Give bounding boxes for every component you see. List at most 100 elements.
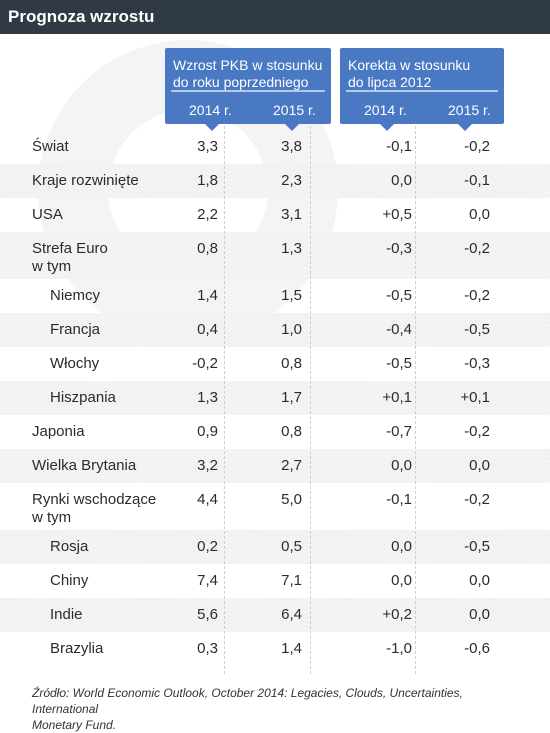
table-value: -0,7 xyxy=(386,423,412,440)
table-value: -0,1 xyxy=(464,172,490,189)
table-value: -0,2 xyxy=(192,355,218,372)
table-value: -0,6 xyxy=(464,640,490,657)
row-label: Kraje rozwinięte xyxy=(32,172,139,189)
row-label: Hiszpania xyxy=(50,389,116,406)
table-value: 1,0 xyxy=(281,321,302,338)
table-value: +0,2 xyxy=(382,606,412,623)
table-value: 0,3 xyxy=(197,640,218,657)
row-label: USA xyxy=(32,206,63,223)
table-value: 1,4 xyxy=(197,287,218,304)
header-corr-2014: 2014 r. xyxy=(364,102,407,118)
header-gdp-line1: Wzrost PKB w stosunku xyxy=(173,57,323,73)
table-value: -0,5 xyxy=(386,355,412,372)
header-gdp-2014: 2014 r. xyxy=(189,102,232,118)
header-corr-line1: Korekta w stosunku xyxy=(348,57,471,73)
row-label: Świat xyxy=(32,138,69,155)
table-value: 3,3 xyxy=(197,138,218,155)
table-value: +0,1 xyxy=(460,389,490,406)
header-corr-2015: 2015 r. xyxy=(448,102,491,118)
header-gdp-line2: do roku poprzedniego xyxy=(173,74,309,90)
row-label: Wielka Brytania xyxy=(32,457,137,474)
table-value: 0,8 xyxy=(197,240,218,257)
table-value: -0,2 xyxy=(464,240,490,257)
header-gdp-2015: 2015 r. xyxy=(273,102,316,118)
table-value: 1,8 xyxy=(197,172,218,189)
table-row: Rosja 0,2 0,5 0,0 -0,5 xyxy=(0,530,550,564)
table-value: 0,9 xyxy=(197,423,218,440)
row-label: Niemcy xyxy=(50,287,101,304)
table-row: Hiszpania 1,3 1,7 +0,1 +0,1 xyxy=(0,381,550,415)
table-value: 5,0 xyxy=(281,491,302,508)
table-value: -0,2 xyxy=(464,423,490,440)
table-value: 0,8 xyxy=(281,423,302,440)
table-value: 1,7 xyxy=(281,389,302,406)
table-value: 2,2 xyxy=(197,206,218,223)
table-value: -0,1 xyxy=(386,491,412,508)
table-value: 0,0 xyxy=(391,172,412,189)
header-divider xyxy=(346,90,498,92)
column-separator xyxy=(310,126,311,674)
source-line-1: Źródło: World Economic Outlook, October … xyxy=(32,686,463,716)
table-value: 0,0 xyxy=(391,457,412,474)
source-note: Źródło: World Economic Outlook, October … xyxy=(32,685,532,733)
table-value: -0,3 xyxy=(464,355,490,372)
table-row: Rynki wschodzące w tym 4,4 5,0 -0,1 -0,2 xyxy=(0,483,550,530)
row-label: Francja xyxy=(50,321,101,338)
table-value: -0,5 xyxy=(386,287,412,304)
table-value: 7,1 xyxy=(281,572,302,589)
row-sublabel: w tym xyxy=(32,509,72,526)
table-row: Niemcy 1,4 1,5 -0,5 -0,2 xyxy=(0,279,550,313)
table-row: Japonia 0,9 0,8 -0,7 -0,2 xyxy=(0,415,550,449)
row-label: Włochy xyxy=(50,355,100,372)
table-value: 1,5 xyxy=(281,287,302,304)
title-bar: Prognoza wzrostu xyxy=(0,0,550,34)
table-value: 1,4 xyxy=(281,640,302,657)
table-value: 2,3 xyxy=(281,172,302,189)
header-pointer xyxy=(380,124,394,131)
header-corr-line2: do lipca 2012 xyxy=(348,74,432,90)
table-value: 0,0 xyxy=(469,572,490,589)
table-value: 1,3 xyxy=(281,240,302,257)
header-divider xyxy=(171,90,325,92)
table-value: 3,8 xyxy=(281,138,302,155)
table-value: 6,4 xyxy=(281,606,302,623)
table-row: USA 2,2 3,1 +0,5 0,0 xyxy=(0,198,550,232)
table-row: Chiny 7,4 7,1 0,0 0,0 xyxy=(0,564,550,598)
table-value: 5,6 xyxy=(197,606,218,623)
table-value: 0,0 xyxy=(469,606,490,623)
table-row: Francja 0,4 1,0 -0,4 -0,5 xyxy=(0,313,550,347)
table-value: +0,5 xyxy=(382,206,412,223)
table-value: -0,4 xyxy=(386,321,412,338)
table-value: -0,2 xyxy=(464,491,490,508)
table-value: -0,1 xyxy=(386,138,412,155)
row-label: Brazylia xyxy=(50,640,104,657)
table-value: -0,5 xyxy=(464,538,490,555)
table-row: Włochy -0,2 0,8 -0,5 -0,3 xyxy=(0,347,550,381)
header-gdp-growth: Wzrost PKB w stosunku do roku poprzednie… xyxy=(165,48,331,131)
source-line-2: Monetary Fund. xyxy=(32,718,117,732)
table-value: -1,0 xyxy=(386,640,412,657)
table-value: 2,7 xyxy=(281,457,302,474)
table-row: Brazylia 0,3 1,4 -1,0 -0,6 xyxy=(0,632,550,666)
column-separator xyxy=(415,126,416,674)
table-value: 3,2 xyxy=(197,457,218,474)
row-label: Indie xyxy=(50,606,83,623)
header-correction: Korekta w stosunku do lipca 2012 2014 r.… xyxy=(340,48,504,131)
header-pointer xyxy=(205,124,219,131)
table-value: -0,2 xyxy=(464,138,490,155)
table-value: 0,8 xyxy=(281,355,302,372)
table-value: 0,0 xyxy=(469,457,490,474)
table-value: 3,1 xyxy=(281,206,302,223)
row-label: Rynki wschodzące xyxy=(32,491,157,508)
table-value: -0,3 xyxy=(386,240,412,257)
header-pointer xyxy=(458,124,472,131)
table-row: Świat 3,3 3,8 -0,1 -0,2 xyxy=(0,130,550,164)
table-value: 0,0 xyxy=(469,206,490,223)
table-value: 0,5 xyxy=(281,538,302,555)
table-value: 4,4 xyxy=(197,491,218,508)
table-value: 7,4 xyxy=(197,572,218,589)
table-value: 1,3 xyxy=(197,389,218,406)
header-pointer xyxy=(285,124,299,131)
table-value: 0,0 xyxy=(391,572,412,589)
table-row: Indie 5,6 6,4 +0,2 0,0 xyxy=(0,598,550,632)
